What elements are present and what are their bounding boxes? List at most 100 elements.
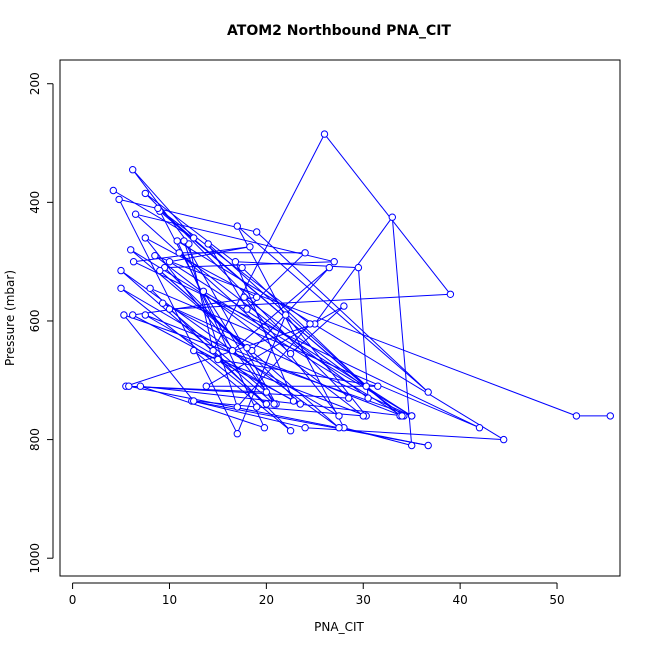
data-point: [204, 240, 212, 248]
data-point: [175, 249, 183, 257]
data-point: [243, 344, 251, 352]
data-point: [136, 382, 145, 390]
series-segment: [145, 314, 403, 417]
data-point: [286, 427, 295, 435]
data-point: [141, 189, 150, 198]
data-point: [253, 228, 261, 236]
data-point: [190, 234, 198, 242]
series-segment: [206, 305, 345, 387]
data-point: [335, 424, 343, 432]
data-point: [141, 234, 150, 242]
data-point: [260, 424, 269, 432]
data-point: [131, 210, 140, 218]
data-point: [129, 166, 137, 174]
data-point: [243, 305, 251, 313]
series-segment: [130, 249, 248, 349]
data-point: [240, 293, 248, 301]
data-point: [127, 246, 135, 254]
data-point: [388, 213, 396, 221]
data-point: [306, 320, 314, 328]
series-segment: [188, 243, 214, 351]
series-segment: [176, 240, 504, 441]
series-segment: [391, 217, 413, 446]
data-point: [500, 435, 508, 444]
data-point: [289, 397, 298, 405]
x-tick-label: 50: [549, 593, 564, 607]
chart-title: ATOM2 Northbound PNA_CIT: [227, 23, 451, 39]
data-point: [301, 424, 309, 432]
series-segment: [305, 427, 504, 441]
data-point: [424, 441, 432, 450]
series-segment: [132, 296, 257, 316]
series-segment: [357, 267, 369, 399]
y-tick-label: 1000: [28, 543, 42, 574]
series-segment: [169, 293, 451, 310]
x-tick-label: 10: [162, 593, 177, 607]
data-point: [202, 382, 211, 390]
series-segment: [203, 290, 412, 417]
data-point: [475, 424, 484, 432]
data-point: [320, 130, 329, 138]
series-layer: [109, 130, 614, 450]
data-point: [572, 412, 581, 420]
x-tick-label: 30: [356, 593, 371, 607]
data-point: [154, 204, 162, 213]
series-segment: [314, 216, 393, 325]
series-segment: [183, 240, 238, 408]
data-point: [141, 311, 150, 319]
data-point: [129, 258, 138, 266]
data-point: [354, 263, 363, 272]
data-point: [446, 290, 455, 298]
series-segment: [256, 406, 364, 417]
series-segment: [130, 249, 403, 417]
data-point: [408, 412, 416, 420]
plot-area: [59, 59, 621, 577]
data-point: [359, 412, 367, 420]
data-point: [233, 403, 242, 411]
y-axis-label: Pressure (mbar): [3, 270, 17, 366]
data-point: [190, 397, 198, 405]
series-segment: [256, 231, 429, 393]
series-segment: [135, 213, 335, 263]
series-segment: [207, 243, 248, 310]
data-point: [214, 355, 222, 364]
data-point: [296, 400, 304, 408]
data-point: [233, 222, 242, 230]
data-point: [125, 382, 133, 390]
series-segment: [123, 314, 412, 417]
series-segment: [191, 400, 306, 429]
series-segment: [202, 291, 275, 405]
series-segment: [207, 243, 401, 417]
data-point: [231, 258, 240, 266]
series-segment: [128, 385, 349, 399]
series-segment: [132, 169, 195, 239]
y-tick-label: 400: [28, 191, 42, 214]
data-point: [238, 263, 246, 272]
series-segment: [120, 270, 275, 405]
data-point: [270, 400, 278, 408]
data-point: [335, 412, 343, 420]
series-segment: [157, 207, 401, 417]
data-point: [253, 293, 261, 301]
data-point: [282, 311, 290, 319]
data-point: [117, 266, 125, 275]
series-segment: [135, 213, 291, 354]
x-tick-label: 40: [452, 593, 467, 607]
series-segment: [164, 261, 335, 269]
data-point: [253, 403, 261, 411]
data-point: [286, 349, 295, 358]
y-tick-label: 800: [28, 428, 42, 451]
data-point: [156, 266, 164, 275]
data-point: [262, 388, 271, 396]
data-point: [301, 249, 309, 257]
series-segment: [133, 261, 480, 429]
data-point: [364, 394, 372, 402]
data-point: [120, 311, 128, 319]
data-point: [233, 430, 242, 438]
series-segment: [324, 133, 451, 295]
series-segment: [235, 261, 359, 269]
data-point: [362, 382, 370, 390]
data-point: [374, 382, 382, 390]
data-point: [246, 243, 254, 251]
